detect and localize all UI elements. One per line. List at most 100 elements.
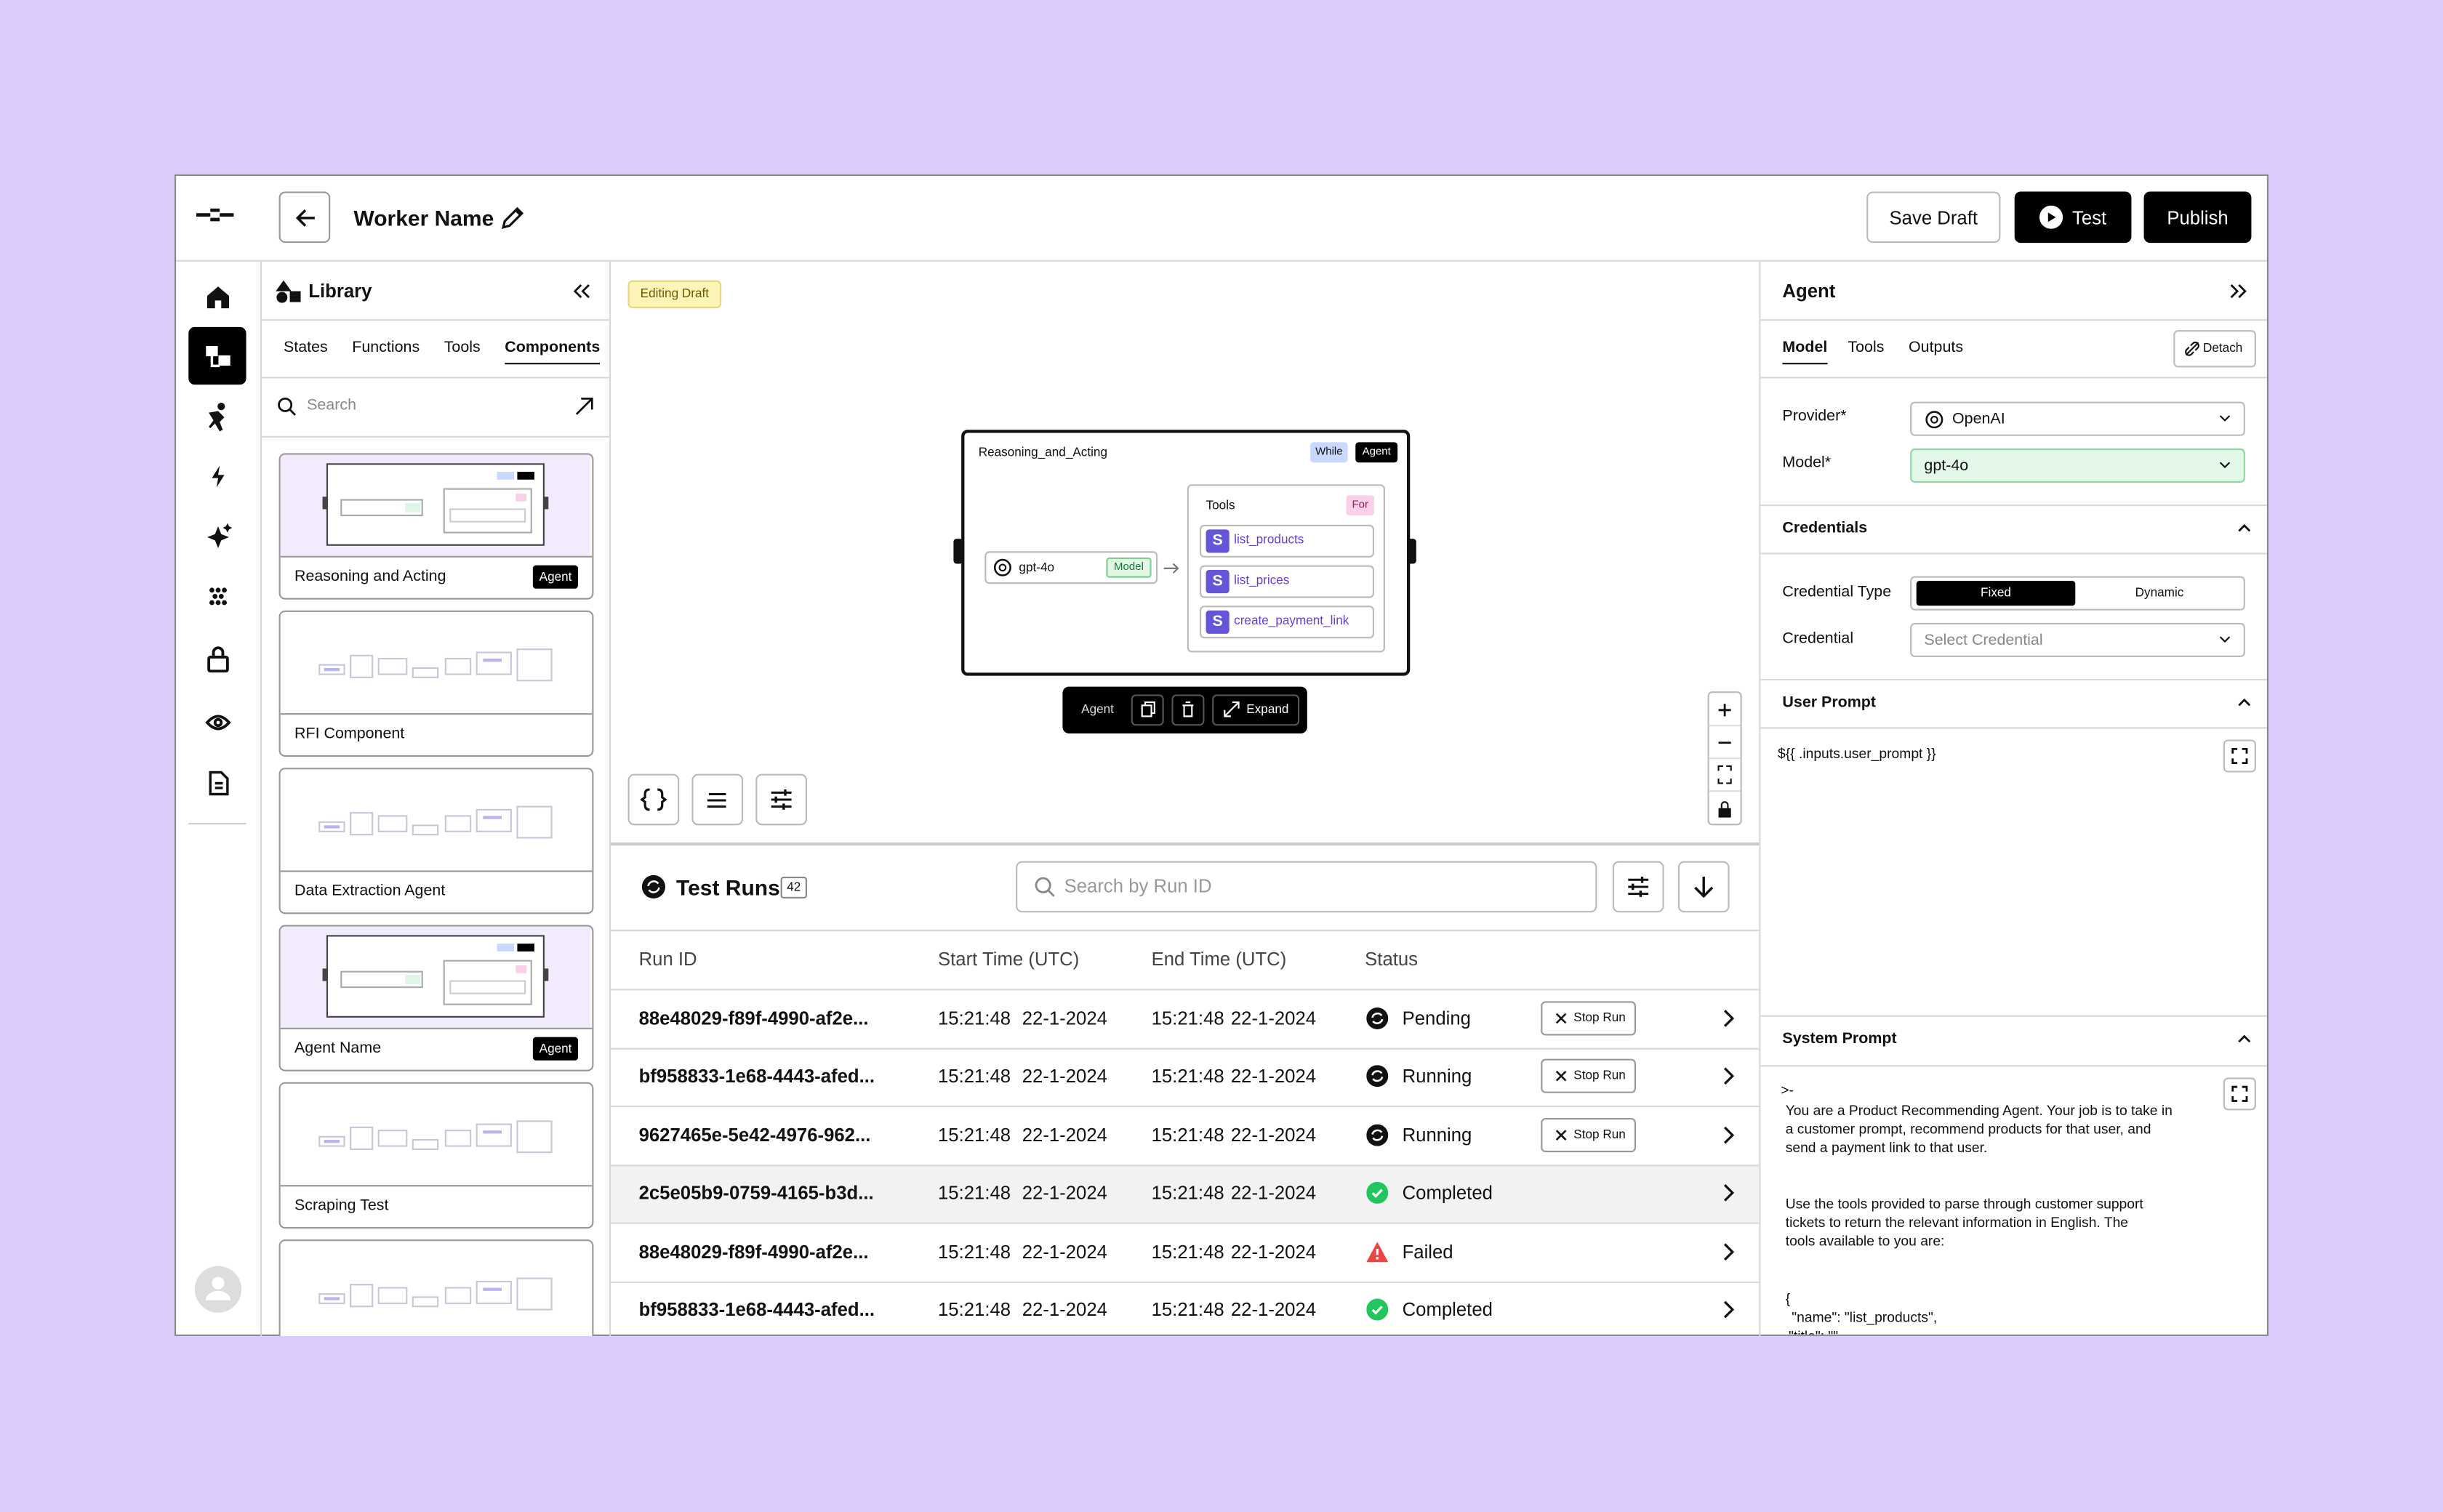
expand-icon: [1224, 701, 1240, 717]
test-label: Test: [2071, 206, 2107, 228]
tool-name: create_payment_link: [1234, 613, 1349, 628]
row-chevron[interactable]: [1722, 1183, 1735, 1202]
table-row[interactable]: [611, 989, 1760, 1047]
library-icon: [276, 280, 301, 303]
component-thumbnail: [280, 454, 591, 556]
row-chevron[interactable]: [1722, 1300, 1735, 1319]
expand-button[interactable]: [1212, 694, 1300, 726]
system-prompt-line: >-: [1781, 1082, 1794, 1098]
row-chevron[interactable]: [1722, 1125, 1735, 1144]
tool-name: list_products: [1234, 532, 1304, 547]
run-id: 9627465e-5e42-4976-962...: [638, 1123, 871, 1146]
tools-box: [1187, 484, 1385, 653]
run-search[interactable]: [1016, 861, 1597, 913]
nav-divider: [260, 261, 262, 1336]
library-divider: [609, 261, 611, 1336]
back-button[interactable]: [278, 191, 331, 244]
user-prompt: ${{ .inputs.user_prompt }}: [1778, 746, 1936, 762]
start-time: 15:21:48: [938, 1065, 1011, 1087]
save-draft-button[interactable]: Save Draft: [1866, 191, 2001, 244]
table-row[interactable]: [611, 1047, 1760, 1106]
stop-run-label: Stop Run: [1573, 1068, 1626, 1082]
settings-button[interactable]: [755, 773, 807, 826]
filter-button[interactable]: [1612, 861, 1664, 913]
stop-run-button[interactable]: [1541, 1117, 1636, 1152]
detach-button[interactable]: [2173, 330, 2256, 368]
credential-type-toggle[interactable]: [1910, 576, 2245, 611]
publish-button[interactable]: Publish: [2143, 191, 2252, 244]
tool-item[interactable]: [1200, 606, 1374, 639]
row-chevron[interactable]: [1722, 1066, 1735, 1085]
table-row[interactable]: [611, 1222, 1760, 1281]
tool-item[interactable]: [1200, 565, 1374, 598]
json-button[interactable]: [627, 773, 680, 826]
credential-select[interactable]: Select Credential: [1910, 622, 2245, 657]
run-id: bf958833-1e68-4443-afed...: [638, 1298, 875, 1321]
provider-select[interactable]: OpenAI: [1910, 401, 2245, 436]
table-row[interactable]: [611, 1280, 1760, 1339]
table-row[interactable]: [611, 1105, 1760, 1164]
toolbar-label: Agent: [1081, 702, 1114, 717]
port: [953, 539, 963, 564]
component-card[interactable]: RFI Component: [278, 610, 594, 757]
component-name: Agent Name: [294, 1040, 382, 1058]
library-title: Library: [308, 280, 372, 302]
run-search-placeholder: Search by Run ID: [1064, 874, 1212, 897]
tool-icon: S: [1206, 529, 1229, 553]
stop-run-button[interactable]: [1541, 1000, 1636, 1035]
collapse-icon[interactable]: [2237, 1034, 2251, 1043]
table-row[interactable]: [611, 1164, 1760, 1223]
download-button[interactable]: [1677, 861, 1730, 913]
library-tab[interactable]: States: [284, 339, 328, 357]
zoom-controls[interactable]: [1707, 691, 1742, 826]
test-button[interactable]: Test: [2014, 191, 2132, 244]
delete-button[interactable]: [1171, 694, 1205, 726]
start-date: 22-1-2024: [1022, 1298, 1107, 1321]
stop-run-button[interactable]: [1541, 1058, 1636, 1093]
end-date: 22-1-2024: [1230, 1123, 1317, 1146]
card-divider: [280, 555, 593, 558]
start-time: 15:21:48: [938, 1123, 1011, 1146]
panel-tab[interactable]: Outputs: [1909, 339, 1964, 357]
collapse-icon[interactable]: [571, 282, 590, 301]
open-icon[interactable]: [575, 397, 594, 416]
panel-tab[interactable]: Tools: [1848, 339, 1885, 357]
edit-icon[interactable]: [500, 206, 525, 230]
divider: [611, 929, 1760, 931]
component-card[interactable]: Reasoning and Acting Agent: [278, 453, 594, 600]
status-icon: [1366, 1065, 1389, 1087]
nav-icons[interactable]: [174, 262, 260, 1336]
panel-tab[interactable]: Model: [1782, 338, 1828, 365]
toggle-option-active[interactable]: Fixed: [1916, 581, 2076, 606]
component-card[interactable]: Scraping Test: [278, 1082, 594, 1229]
end-time: 15:21:48: [1151, 1240, 1224, 1263]
fullscreen-button[interactable]: [2223, 739, 2256, 773]
expand-panel-icon[interactable]: [2229, 282, 2248, 301]
component-card[interactable]: Data Extraction Agent: [278, 768, 594, 914]
model-select[interactable]: gpt-4o: [1910, 448, 2245, 483]
copy-button[interactable]: [1131, 694, 1164, 726]
divider: [1760, 678, 2267, 681]
credential-type-label: Credential Type: [1782, 584, 1892, 601]
card-divider: [280, 713, 593, 715]
model-label: Model*: [1782, 454, 1832, 472]
collapse-icon[interactable]: [2237, 523, 2251, 533]
toggle-option[interactable]: Dynamic: [2135, 585, 2184, 600]
component-card[interactable]: Agent Name Agent: [278, 925, 594, 1071]
tool-item[interactable]: [1200, 524, 1374, 558]
end-time: 15:21:48: [1151, 1006, 1224, 1029]
row-chevron[interactable]: [1722, 1242, 1735, 1260]
expand-label: Expand: [1246, 702, 1289, 717]
library-tab[interactable]: Functions: [352, 339, 420, 357]
component-card[interactable]: [278, 1239, 594, 1336]
status: Running: [1402, 1065, 1472, 1087]
start-date: 22-1-2024: [1022, 1006, 1107, 1029]
library-tab[interactable]: Components: [505, 338, 601, 365]
row-chevron[interactable]: [1722, 1008, 1735, 1027]
text-button[interactable]: [691, 773, 744, 826]
library-tab[interactable]: Tools: [444, 339, 481, 357]
fullscreen-button[interactable]: [2223, 1077, 2256, 1111]
collapse-icon[interactable]: [2237, 698, 2251, 707]
system-prompt: >- You are a Product Recommending Agent. …: [1762, 1074, 2214, 1335]
